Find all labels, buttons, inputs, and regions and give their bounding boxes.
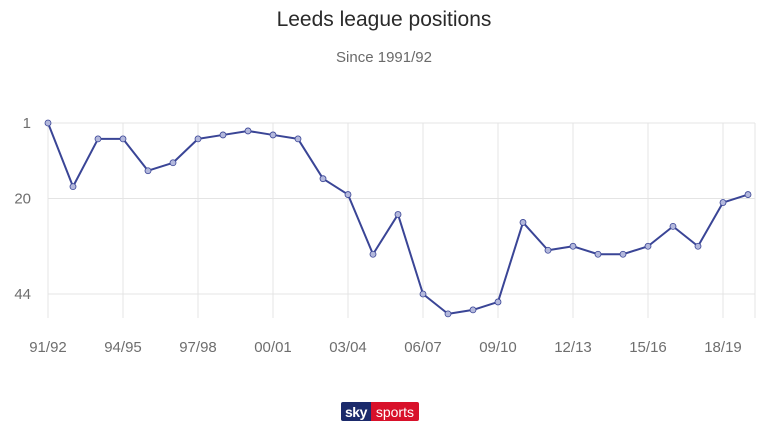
data-point (594, 250, 602, 258)
data-point (494, 298, 502, 306)
data-point (244, 127, 252, 135)
data-point (419, 290, 427, 298)
x-tick-label: 15/16 (629, 339, 667, 356)
y-tick-label: 1 (23, 115, 31, 132)
logo-sky-text: sky (341, 402, 371, 421)
data-point (644, 242, 652, 250)
data-point (569, 242, 577, 250)
x-tick-label: 18/19 (704, 339, 742, 356)
data-point (344, 191, 352, 198)
data-point (69, 183, 77, 191)
data-point (369, 250, 377, 258)
data-point (319, 175, 327, 183)
y-tick-label: 44 (14, 286, 31, 303)
x-tick-label: 12/13 (554, 339, 592, 356)
data-point (294, 135, 302, 143)
x-tick-label: 09/10 (479, 339, 517, 356)
x-tick-label: 91/92 (29, 339, 67, 356)
chart-title: Leeds league positions (276, 8, 492, 31)
horizontal-gridlines (48, 122, 755, 295)
data-point (444, 310, 452, 318)
x-tick-labels: 91/92 94/95 97/98 00/01 03/04 06/07 09/10 12/13… (29, 339, 742, 356)
vertical-gridlines (47, 123, 756, 318)
data-point (669, 222, 677, 230)
data-point (544, 246, 552, 254)
x-tick-label: 94/95 (104, 339, 142, 356)
x-tick-label: 97/98 (179, 339, 217, 356)
x-tick-label: 03/04 (329, 339, 367, 356)
x-tick-label: 00/01 (254, 339, 292, 356)
data-point (469, 306, 477, 314)
y-tick-labels: 1 20 44 (14, 115, 31, 303)
data-point (394, 211, 402, 218)
data-point (219, 131, 227, 139)
chart-subtitle: Since 1991/92 (336, 49, 432, 66)
sky-sports-logo: sky sports (341, 402, 419, 421)
data-point (94, 135, 102, 143)
data-point (144, 167, 152, 175)
logo-sports-text: sports (370, 402, 419, 421)
data-point (44, 119, 52, 127)
data-point (744, 191, 752, 198)
data-point (169, 159, 177, 167)
data-point (619, 250, 627, 258)
data-point (194, 135, 202, 143)
data-point (694, 242, 702, 250)
x-tick-label: 06/07 (404, 339, 442, 356)
data-point (719, 199, 727, 206)
y-tick-label: 20 (14, 191, 31, 208)
data-point (519, 219, 527, 226)
line-chart: 1 20 44 91/92 94/95 97/98 00/01 03/04 06/07 09/1… (14, 115, 756, 356)
data-point (269, 131, 277, 139)
series-line (47, 122, 749, 315)
data-point (119, 135, 127, 143)
series-group (44, 119, 752, 318)
